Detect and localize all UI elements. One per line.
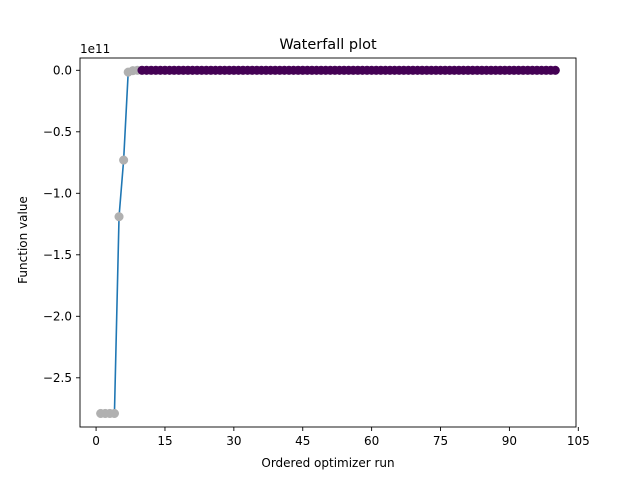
y-tick-label: −2.5 — [43, 371, 72, 385]
plot-area — [96, 65, 560, 419]
y-tick-label: −1.0 — [43, 186, 72, 200]
x-axis-ticks: 0 15 30 45 60 75 90 105 — [92, 427, 590, 448]
markers-group — [96, 65, 560, 419]
x-tick-label: 15 — [157, 434, 172, 448]
x-axis-label: Ordered optimizer run — [261, 456, 394, 470]
y-axis-ticks: 0.0 −0.5 −1.0 −1.5 −2.0 −2.5 — [43, 63, 80, 385]
y-tick-label: −0.5 — [43, 125, 72, 139]
x-tick-label: 75 — [433, 434, 448, 448]
plot-frame — [79, 57, 577, 428]
y-tick-label: −2.0 — [43, 309, 72, 323]
y-tick-label: 0.0 — [53, 63, 72, 77]
y-tick-label: −1.5 — [43, 248, 72, 262]
chart-title: Waterfall plot — [279, 37, 377, 53]
data-point-purple — [550, 65, 560, 75]
y-offset-label: 1e11 — [80, 42, 110, 56]
data-point-gray — [119, 155, 129, 165]
data-point-gray — [109, 408, 119, 419]
x-tick-label: 60 — [364, 434, 379, 448]
data-point-gray — [114, 212, 124, 222]
x-tick-label: 90 — [502, 434, 517, 448]
x-tick-label: 30 — [226, 434, 241, 448]
x-tick-label: 105 — [567, 434, 590, 448]
x-tick-label: 45 — [295, 434, 310, 448]
x-tick-label: 0 — [92, 434, 100, 448]
y-axis-label: Function value — [16, 196, 30, 284]
